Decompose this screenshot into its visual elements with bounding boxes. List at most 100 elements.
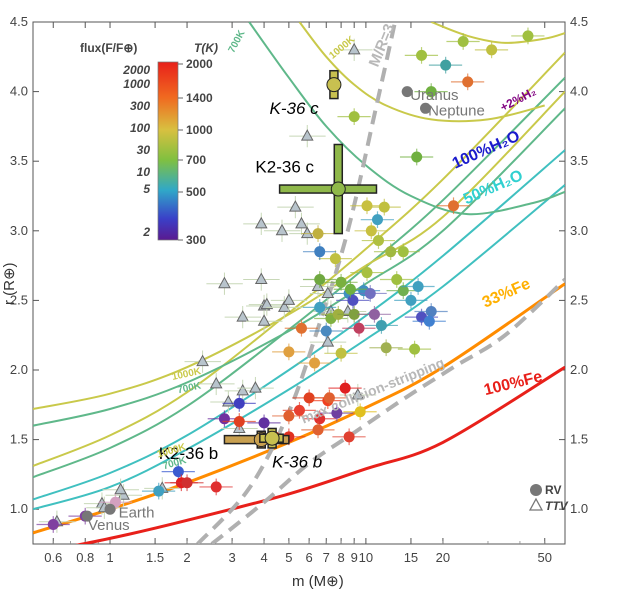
rv-point [331,407,343,419]
temp-tick-label: 700 [186,153,206,167]
ttv-point [114,482,127,495]
flux-title: flux(F/F⊕) [80,41,137,55]
rv-point [440,59,452,71]
dashed-line [196,22,397,544]
rv-point [218,413,230,425]
model-curve [33,51,565,467]
ttv-point [236,383,250,396]
rv-point [397,246,409,258]
solar-planet-label: Earth [119,505,155,522]
highlight-point [330,181,346,197]
model-curve [33,76,565,479]
ttv-point [249,381,262,393]
x-tick-label: 1.5 [146,550,164,565]
temp-tick-label: 2000 [186,57,213,71]
ttv-point [347,42,361,55]
rv-point [462,76,474,88]
flux-tick-label: 30 [137,143,151,157]
y-tick-label-right: 2.5 [570,292,588,307]
rv-point [210,481,222,493]
ttv-point [277,300,291,312]
x-tick-label: 15 [404,550,418,565]
x-tick-label: 4 [260,550,267,565]
x-tick-label: 1 [106,550,113,565]
y-tick-label: 1.0 [10,501,28,516]
highlight-xerr [278,184,378,194]
temp-tick-label: 500 [186,185,206,199]
ttv-point [260,297,274,310]
y-tick-label-right: 4.5 [570,14,588,29]
ttv-legend-label: TTV [545,499,569,513]
ttv-point [254,216,268,229]
colorbar-ticks: 2000100030010030105220001400100070050030… [122,57,213,247]
rv-point [335,347,347,359]
rv-point [397,285,409,297]
rv-point [47,519,59,531]
solar-planet-label: Uranus [410,87,458,104]
highlight-label: K2-36 c [255,157,314,176]
rv-legend-label: RV [545,483,561,497]
rv-legend-marker [530,484,542,496]
flux-tick-label: 5 [143,182,150,196]
marker-legend: RV TTV [528,483,569,513]
model-curve [75,365,565,544]
rv-point [344,283,356,295]
solar-planet-point [420,102,432,114]
highlight-label: K2-36 b [159,444,219,463]
rv-point [347,294,359,306]
colorbar-legend: flux(F/F⊕) T(K) 200010003001003010522000… [80,41,218,247]
ttv-point [321,335,335,347]
model-curve [33,149,565,501]
x-tick-label: 9 [351,550,358,565]
ttv-point [321,286,335,298]
x-tick-label: 20 [436,550,450,565]
y-tick-label: 4.0 [10,84,28,99]
temp-tick-label: 1000 [186,123,213,137]
y-tick-label-right: 1.5 [570,432,588,447]
ttv-point [209,376,223,389]
rv-point [391,274,403,286]
dashed-limit-lines [196,22,565,544]
rv-point [361,200,373,212]
solar-planet-point [81,510,93,522]
solar-planet-label: Neptune [428,102,485,119]
rv-point [314,413,326,425]
rv-point [522,30,534,42]
rv-point [233,416,245,428]
rv-point [153,485,165,497]
rv-point [258,417,270,429]
plot-frame [32,21,566,545]
rv-point [412,280,424,292]
solar-planet-point [401,86,413,98]
model-curve [33,184,565,511]
flux-tick-label: 2000 [122,63,150,77]
rv-point [348,111,360,123]
model-curve [33,90,565,410]
highlight-point [264,430,280,446]
rv-point [361,267,373,279]
rv-point [314,246,326,258]
rv-point [323,392,335,404]
y-tick-label-right: 3.0 [570,223,588,238]
ttv-point [311,279,325,291]
ttv-point [288,200,302,212]
model-curve [298,22,545,123]
y-tick-label: 1.5 [10,432,28,447]
ttv-point [196,354,209,367]
y-axis-title: r (R⊕) [1,262,18,305]
rv-point [339,382,351,394]
rv-point [309,357,321,369]
ttv-point [257,314,271,326]
y-tick-label-right: 1.0 [570,501,588,516]
x-tick-label: 8 [337,550,344,565]
curve-label: 700K [176,380,202,396]
rv-point [348,308,360,320]
rv-point [233,397,245,409]
ttv-point [275,223,289,236]
y-tick-label: 3.0 [10,223,28,238]
rv-point [320,325,332,337]
temp-tick-label: 300 [186,233,206,247]
ttv-point [282,293,296,305]
x-tick-label: 50 [538,550,552,565]
temp-title: T(K) [194,41,218,55]
